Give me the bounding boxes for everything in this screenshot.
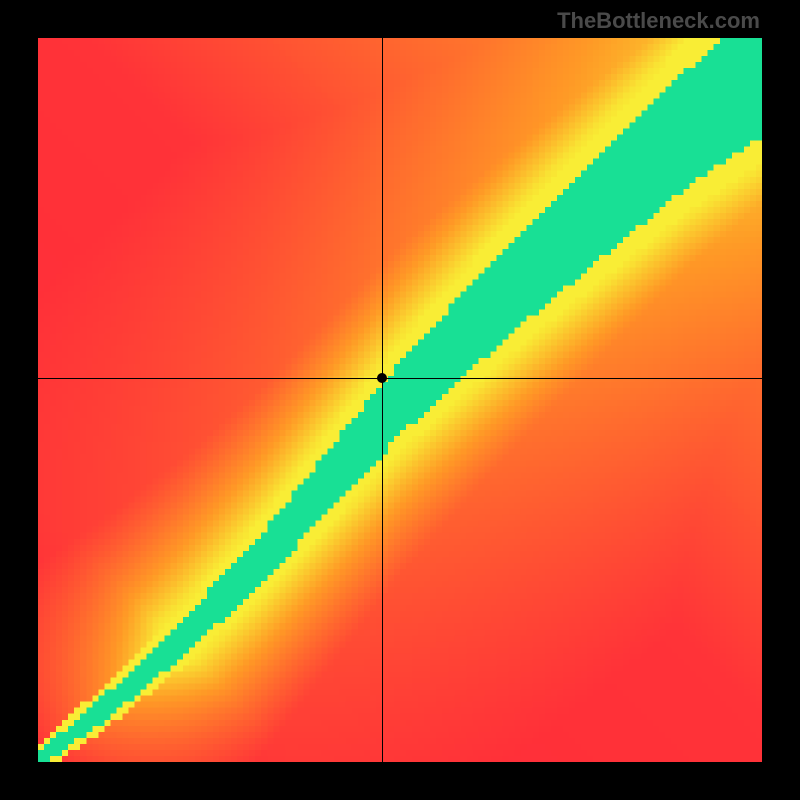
chart-container: TheBottleneck.com: [0, 0, 800, 800]
heatmap-canvas: [38, 38, 762, 762]
crosshair-horizontal: [38, 378, 762, 379]
crosshair-marker-dot: [377, 373, 387, 383]
crosshair-vertical: [382, 38, 383, 762]
heatmap-plot: [38, 38, 762, 762]
watermark-text: TheBottleneck.com: [557, 8, 760, 34]
